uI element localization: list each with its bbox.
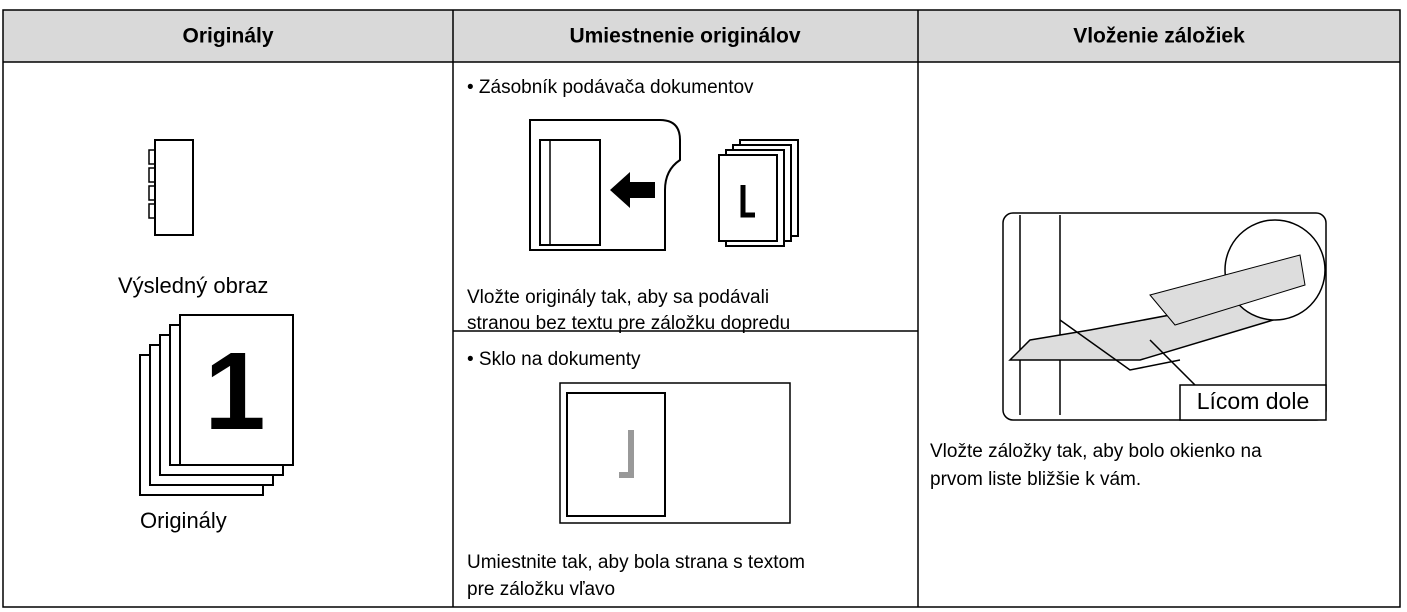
caption-line: Umiestnite tak, aby bola strana s textom <box>467 552 805 573</box>
feeder-illustration <box>529 119 799 251</box>
caption-line: stranou bez textu pre záložku dopredu <box>467 313 790 334</box>
callout: Lícom dole <box>1197 388 1310 414</box>
caption-line: Vložte originály tak, aby sa podávali <box>467 287 769 308</box>
header-cell: Originály <box>182 25 273 48</box>
page-number: 1 <box>204 330 265 453</box>
label: Výsledný obraz <box>118 273 268 298</box>
section-title: • Zásobník podávača dokumentov <box>467 77 754 98</box>
tabbed-document-icon <box>148 139 194 236</box>
section-title: • Sklo na dokumenty <box>467 349 641 370</box>
stacked-pages-icon <box>139 314 294 496</box>
table-border <box>2 9 1401 608</box>
caption-line: Vložte záložky tak, aby bolo okienko na <box>930 441 1262 462</box>
glass-illustration <box>559 382 791 524</box>
label: Originály <box>140 508 227 533</box>
caption-line: pre záložku vľavo <box>467 579 615 600</box>
header-cell: Umiestnenie originálov <box>569 25 800 48</box>
caption-line: prvom liste bližšie k vám. <box>930 469 1141 490</box>
header-bg <box>3 10 1400 62</box>
header-cell: Vloženie záložiek <box>1073 25 1245 48</box>
bypass-tray-illustration <box>1002 212 1327 421</box>
